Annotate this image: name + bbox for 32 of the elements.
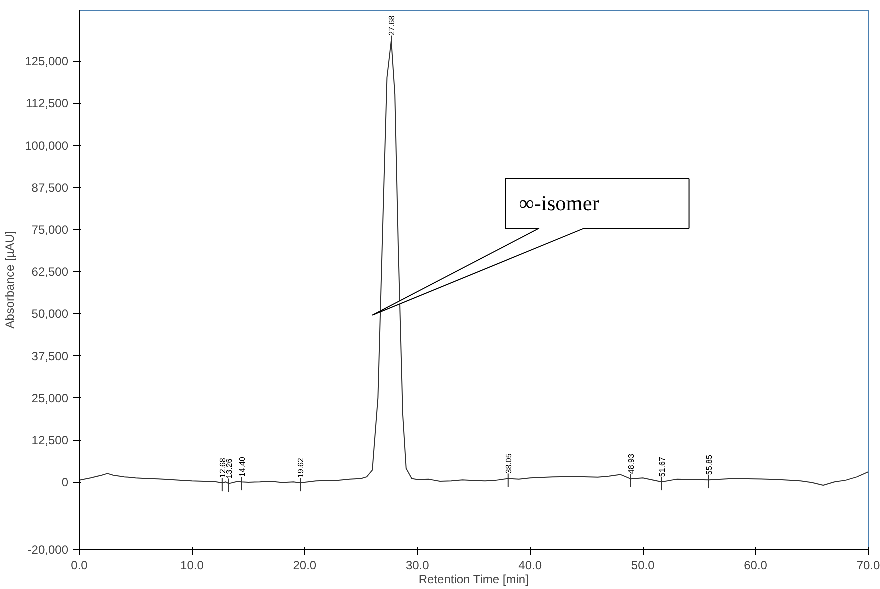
annotation: 19.62 xyxy=(296,458,306,478)
annotation: 55.85 xyxy=(705,454,714,476)
y-tick-label: 62,500 xyxy=(32,265,69,280)
y-tick-label: 0 xyxy=(62,476,69,490)
x-tick-label: 60.0 xyxy=(744,558,768,572)
x-tick-label: 70.0 xyxy=(856,558,880,572)
x-axis-title: Retention Time [min] xyxy=(418,572,529,586)
annotation: 14.40 xyxy=(238,456,247,478)
y-tick-label: 25,000 xyxy=(32,391,69,406)
x-tick-label: 30.0 xyxy=(406,558,430,572)
annotation: ∞-isomer xyxy=(519,192,600,216)
annotation: 38.05 xyxy=(504,453,514,474)
x-tick-label: 0.0 xyxy=(71,558,88,572)
y-tick-label: 100,000 xyxy=(25,138,69,153)
x-tick-label: 10.0 xyxy=(180,558,204,572)
x-tick-label: 20.0 xyxy=(293,558,317,572)
annotation: 12.68 xyxy=(218,458,228,478)
y-tick-label: -20,000 xyxy=(28,543,69,557)
x-tick-label: 40.0 xyxy=(518,558,542,572)
annotation: 27.68 xyxy=(387,15,396,36)
x-tick-label: 50.0 xyxy=(631,558,656,572)
annotation: 13.26 xyxy=(224,458,234,479)
annotation: 51.67 xyxy=(658,456,667,478)
y-tick-label: 12,500 xyxy=(32,434,69,448)
y-tick-label: 125,000 xyxy=(25,54,69,69)
y-axis-title: Absorbance [µAU] xyxy=(3,231,18,329)
y-tick-label: 112,500 xyxy=(26,96,69,111)
y-tick-label: 87,500 xyxy=(32,180,69,195)
y-tick-label: 37,500 xyxy=(32,349,69,364)
y-tick-label: 75,000 xyxy=(32,222,69,237)
annotation: 48.93 xyxy=(627,454,636,474)
y-tick-label: 50,000 xyxy=(32,307,69,322)
